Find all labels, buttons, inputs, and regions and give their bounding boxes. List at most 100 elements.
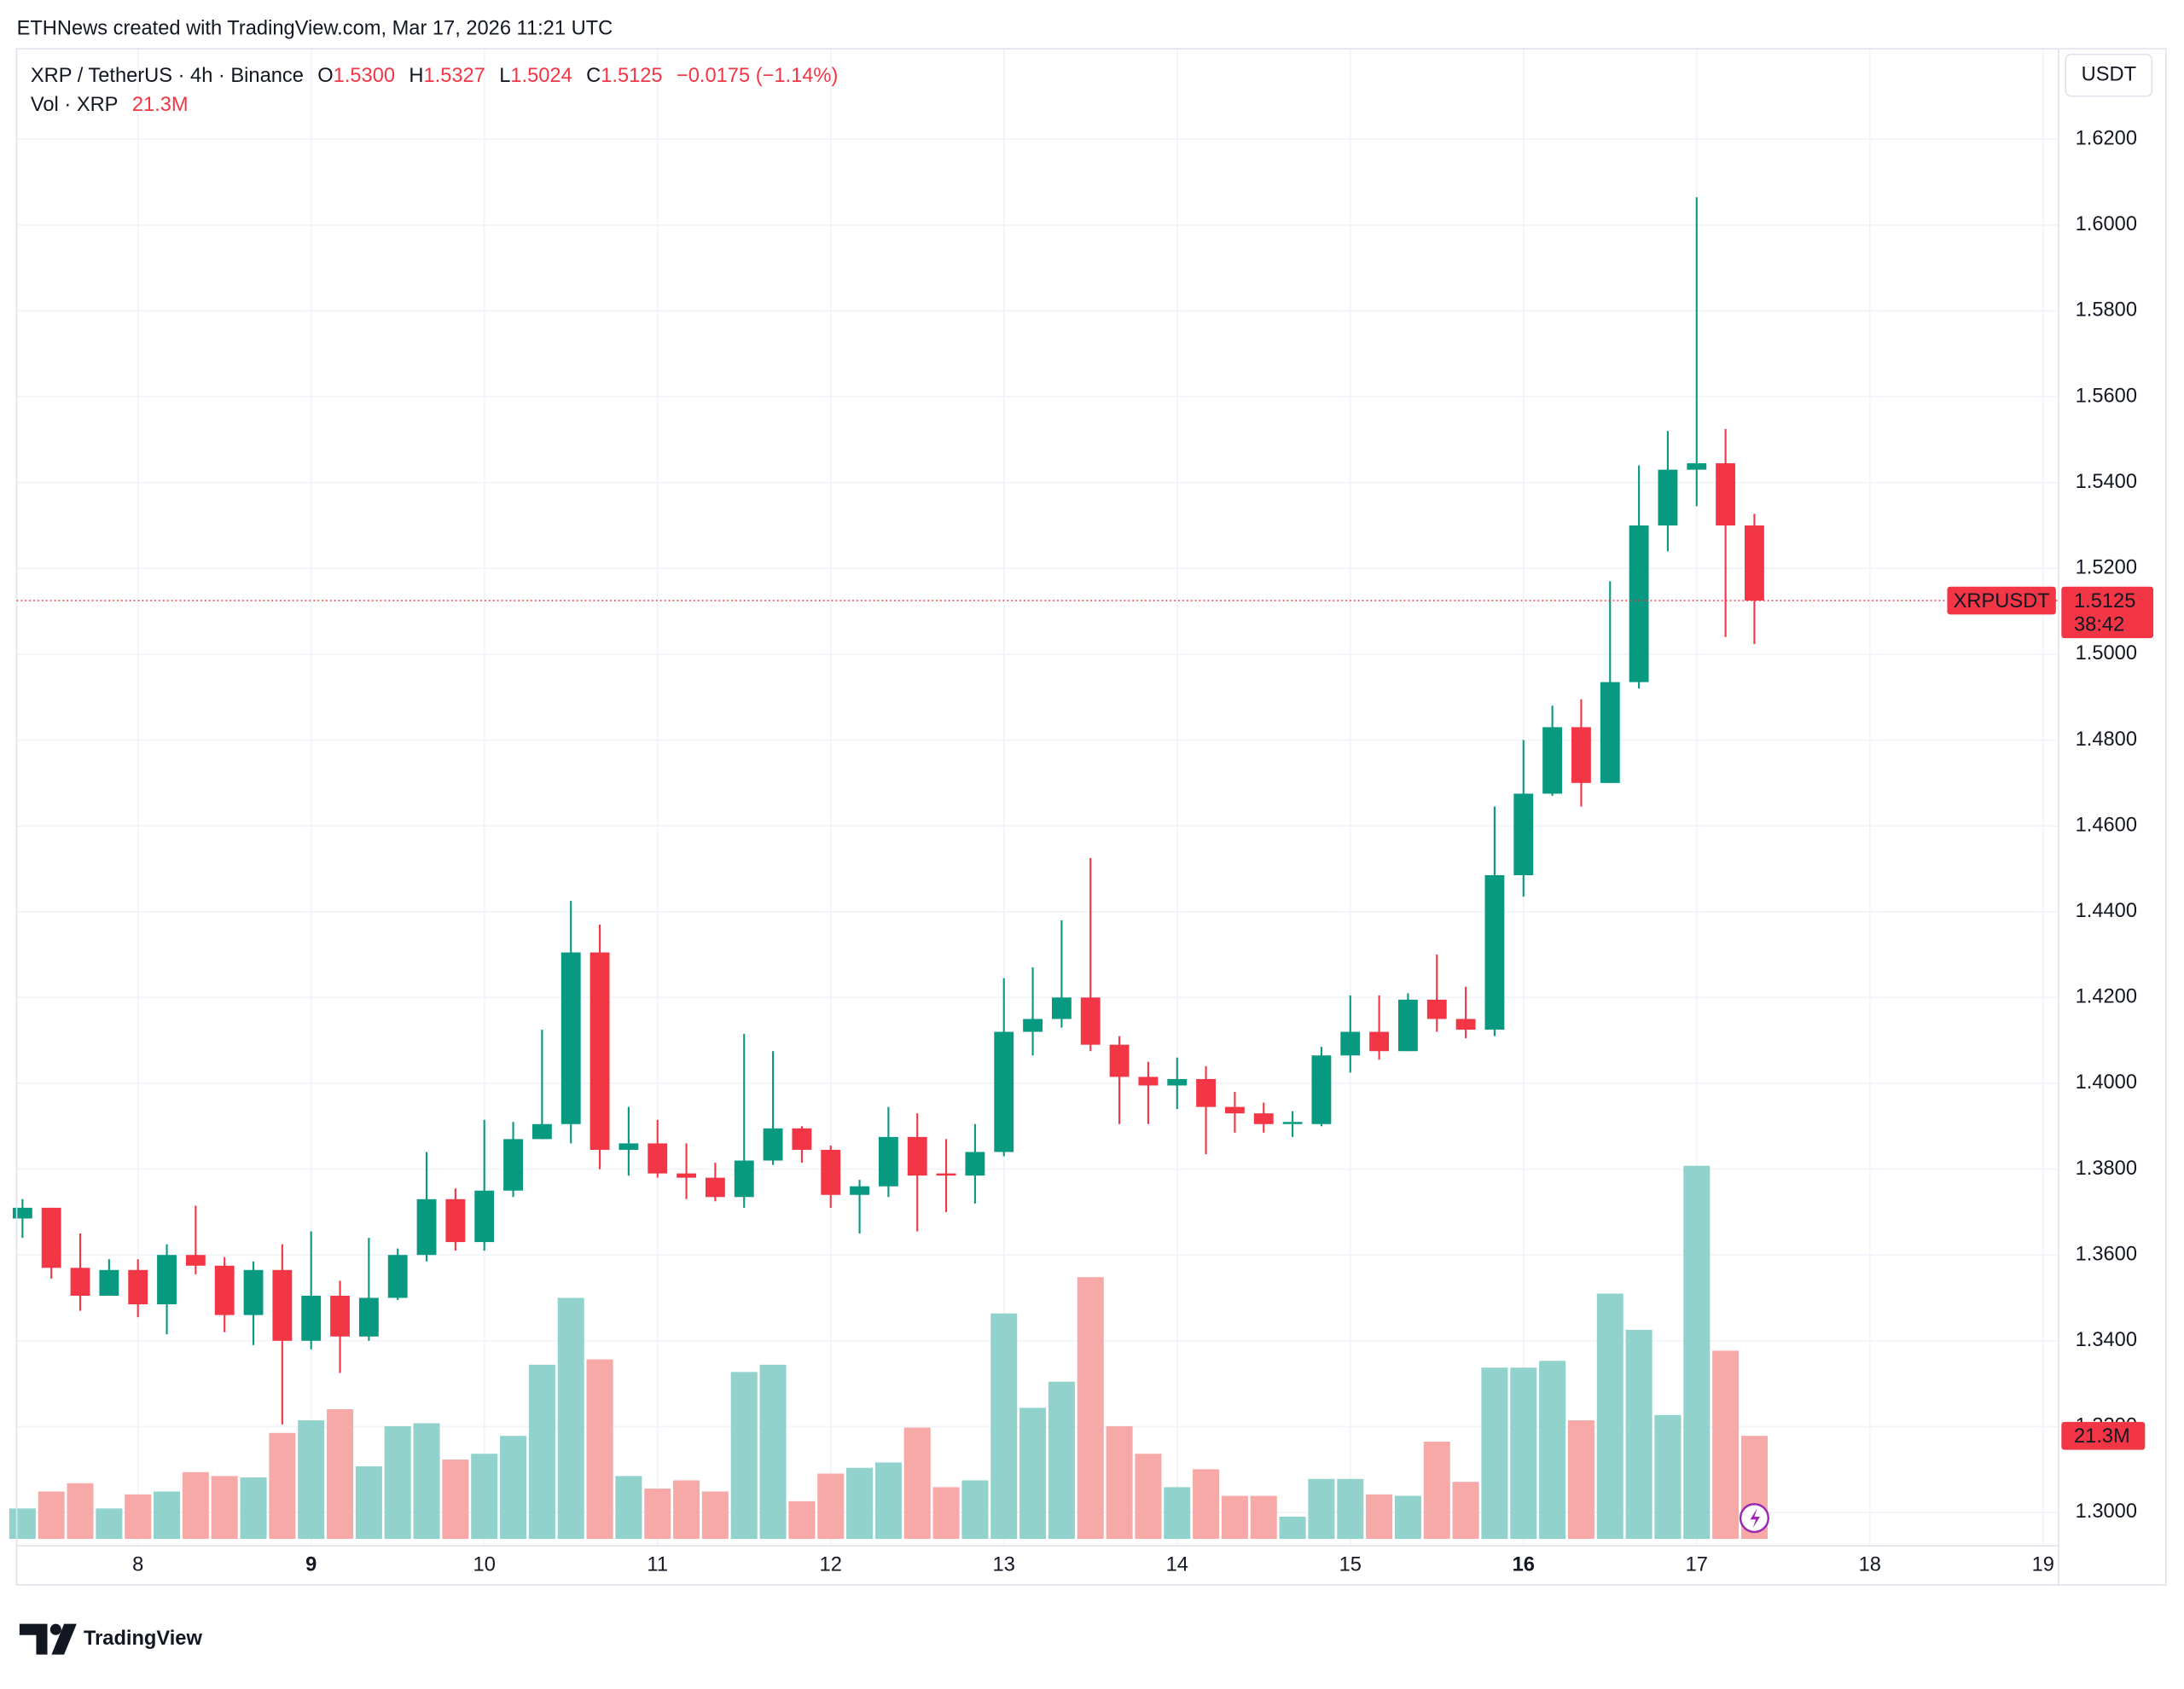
volume-bar (644, 1489, 671, 1540)
y-tick-label: 1.3400 (2076, 1329, 2137, 1351)
candle-body (1369, 1031, 1390, 1052)
volume-bar (1279, 1516, 1306, 1540)
volume-bar (1423, 1442, 1450, 1540)
volume-bar (67, 1483, 94, 1540)
volume-bar (1654, 1414, 1682, 1540)
candle-body (272, 1269, 293, 1341)
volume-bar (298, 1420, 325, 1540)
x-tick-label: 13 (993, 1553, 1015, 1576)
volume-bar (1481, 1367, 1508, 1540)
candle-body (185, 1255, 206, 1266)
x-tick-label: 16 (1513, 1553, 1535, 1576)
volume-bar (1077, 1277, 1104, 1540)
volume-bar (932, 1487, 960, 1540)
candle-body (1745, 525, 1764, 601)
axes: 1.30001.32001.34001.36001.38001.40001.42… (132, 128, 2137, 1576)
candle-body (1571, 727, 1591, 783)
volume-bar (240, 1477, 267, 1540)
legend-key: O (317, 65, 333, 87)
volume-bar (1596, 1293, 1623, 1540)
symbol: XRP / TetherUS · 4h · Binance (31, 65, 304, 87)
candle-body (1196, 1078, 1217, 1107)
candle-body (1167, 1078, 1188, 1086)
volume-bar (788, 1500, 816, 1540)
volume-bar (874, 1462, 902, 1540)
logo-mark (51, 1623, 77, 1655)
volume-bar (701, 1491, 729, 1540)
symbol-tag (1947, 586, 2056, 615)
candle-body (936, 1173, 956, 1176)
volume-bar (1452, 1482, 1479, 1540)
volume-value: 21.3M (132, 94, 189, 116)
candle-body (1484, 874, 1505, 1030)
candle-body (1051, 997, 1072, 1019)
volume-bar (442, 1460, 469, 1540)
volume-bar (557, 1297, 584, 1540)
y-tick-label: 1.6000 (2076, 213, 2137, 235)
x-tick-label: 10 (473, 1553, 496, 1576)
y-tick-label: 1.4000 (2076, 1071, 2137, 1094)
candle-body (358, 1297, 379, 1337)
candle-body (1340, 1031, 1361, 1056)
y-tick-label: 1.5600 (2076, 385, 2137, 407)
volume-bar (730, 1372, 758, 1540)
volume-bar (1683, 1165, 1711, 1540)
candle-body (157, 1255, 177, 1305)
chart-frame (15, 48, 2167, 1586)
candle-body (619, 1143, 639, 1150)
y-tick-label: 1.5200 (2076, 557, 2137, 579)
candle-body (1513, 793, 1534, 875)
logo-mark (49, 1623, 61, 1635)
price-tag-label: 1.5125 (2074, 590, 2135, 612)
y-tick-label: 1.5800 (2076, 299, 2137, 322)
candle-body (214, 1265, 235, 1315)
currency-label[interactable]: USDT (2082, 63, 2136, 85)
y-tick-label: 1.4600 (2076, 814, 2137, 836)
event-icon (1750, 1508, 1760, 1529)
volume-tag (2061, 1421, 2146, 1450)
volume-bar (1510, 1367, 1537, 1540)
y-tick-label: 1.5000 (2076, 642, 2137, 665)
volume-bar (96, 1508, 123, 1540)
volume-bar (9, 1508, 36, 1540)
candle-body (1426, 999, 1447, 1019)
candle-body (821, 1149, 841, 1195)
candle-body (965, 1152, 985, 1176)
volume-legend: Vol · XRP 21.3M (31, 94, 189, 116)
volume-bar (38, 1491, 65, 1540)
currency-button[interactable] (2065, 53, 2153, 97)
volume-bar (154, 1491, 181, 1540)
candle-body (1687, 463, 1707, 470)
candle-body (850, 1186, 870, 1195)
legend-value: 1.5024 (510, 65, 572, 87)
candle-body (1224, 1106, 1245, 1114)
volume-bar (500, 1436, 527, 1540)
volume-title: Vol · XRP (31, 94, 119, 116)
symbol-tag-label: XRPUSDT (1954, 590, 2050, 612)
y-tick-label: 1.3800 (2076, 1158, 2137, 1180)
candle-body (1282, 1122, 1303, 1124)
y-tick-label: 1.4800 (2076, 728, 2137, 751)
candle-body (1397, 999, 1418, 1052)
y-tick-label: 1.4200 (2076, 986, 2137, 1008)
candle-body (648, 1143, 668, 1174)
candle-body (1023, 1019, 1043, 1032)
candle-body (907, 1136, 927, 1176)
candle-body (561, 952, 581, 1124)
volume-bar (269, 1432, 296, 1540)
y-tick-label: 1.5400 (2076, 471, 2137, 493)
x-tick-label: 9 (305, 1553, 317, 1576)
brand-logo: TradingView (19, 1623, 202, 1655)
volume-bar (846, 1467, 874, 1540)
volume-bar (471, 1454, 498, 1540)
x-tick-label: 17 (1686, 1553, 1708, 1576)
volume-bar (1048, 1381, 1075, 1540)
candle-body (474, 1190, 495, 1243)
candle-body (705, 1177, 725, 1198)
candle-body (734, 1160, 754, 1198)
x-tick-label: 18 (1859, 1553, 1881, 1576)
candle-body (12, 1207, 32, 1219)
candle-body (1629, 525, 1649, 682)
